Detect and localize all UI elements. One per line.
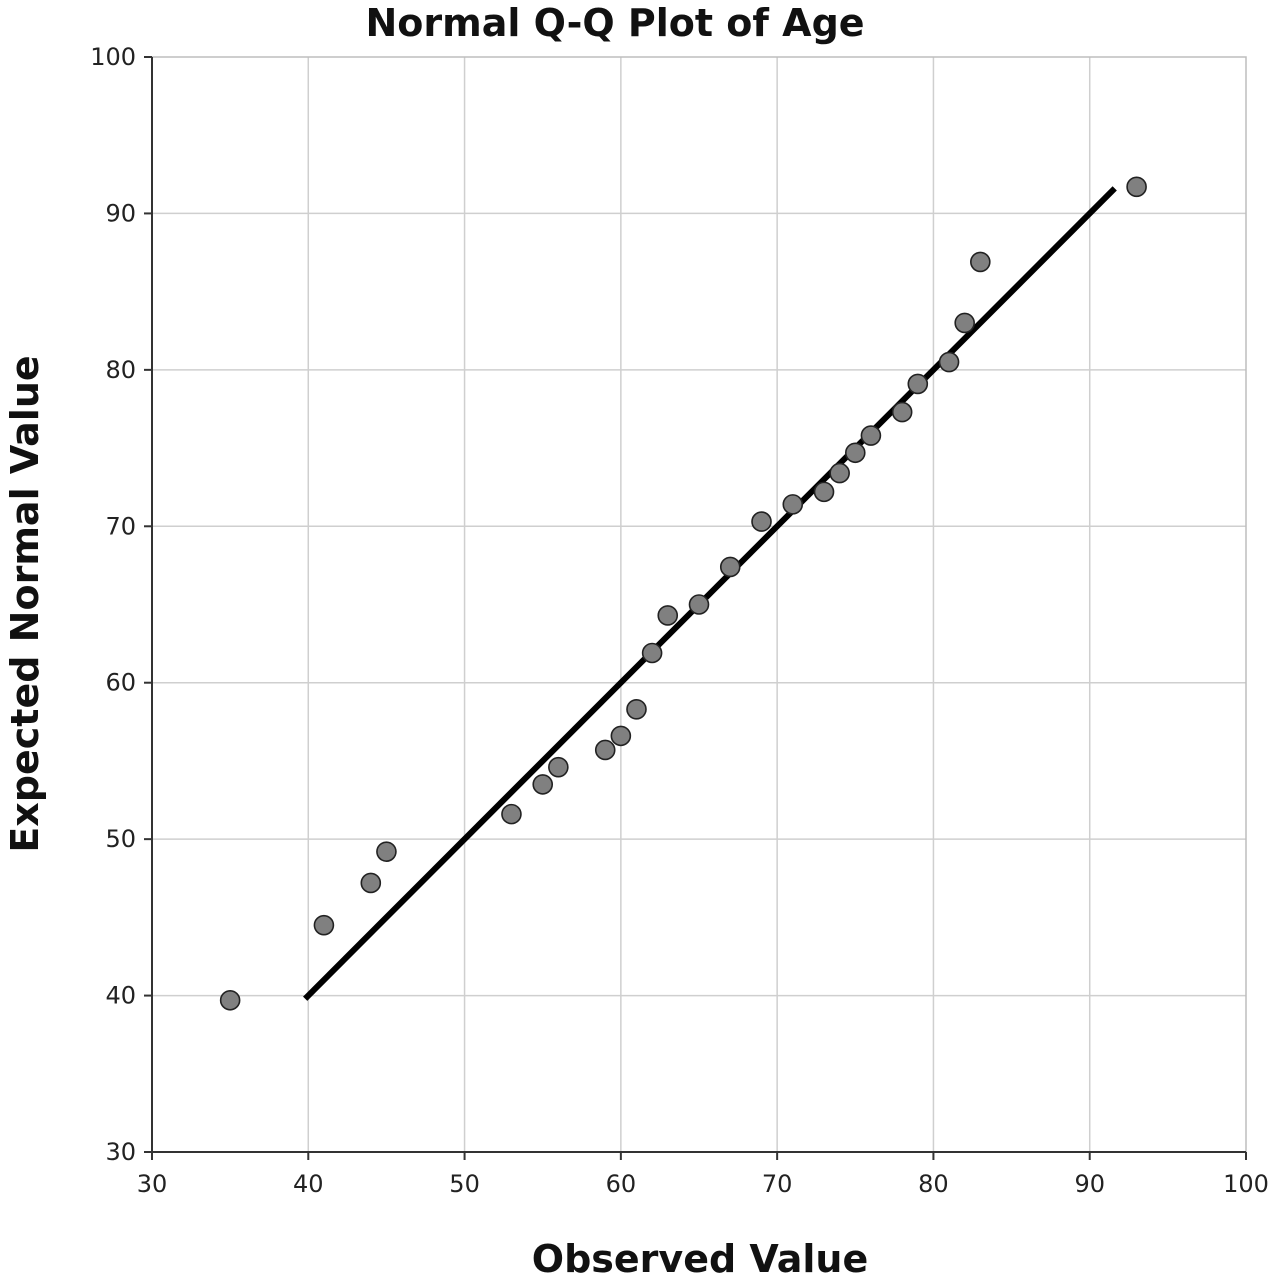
- points: [219, 176, 1147, 1011]
- data-point: [548, 756, 569, 778]
- data-point: [782, 494, 804, 515]
- y-tick-label: 100: [90, 43, 136, 71]
- data-point: [626, 699, 647, 720]
- data-point: [844, 442, 866, 464]
- x-axis-label: Observed Value: [532, 1237, 868, 1280]
- data-point: [641, 642, 663, 664]
- y-tick-label: 70: [105, 512, 136, 540]
- data-point: [657, 605, 679, 626]
- data-point: [970, 251, 991, 273]
- ticks: 30 40 50 60 70 80 90 100 30 40 50 60 70 80 90 100: [90, 43, 1269, 1198]
- data-point: [532, 774, 554, 795]
- chart-title: Normal Q-Q Plot of Age: [365, 1, 864, 45]
- data-point: [891, 401, 913, 423]
- x-tick-label: 90: [1074, 1170, 1105, 1198]
- reference-line-layer: [303, 186, 1117, 1001]
- y-tick-label: 60: [105, 669, 136, 697]
- data-point: [860, 425, 882, 446]
- data-point: [688, 594, 710, 615]
- x-tick-label: 80: [918, 1170, 949, 1198]
- y-tick-label: 40: [105, 982, 136, 1010]
- reference-line: [303, 186, 1117, 1001]
- data-point: [376, 841, 397, 862]
- y-tick-label: 30: [105, 1138, 136, 1166]
- data-point: [829, 462, 850, 484]
- data-point: [907, 373, 929, 395]
- data-point: [938, 351, 960, 373]
- data-point: [610, 725, 632, 747]
- y-tick-label: 90: [105, 199, 136, 227]
- data-point: [954, 312, 975, 334]
- y-axis-label: Expected Normal Value: [3, 355, 47, 852]
- y-tick-label: 50: [105, 825, 136, 853]
- data-point: [313, 914, 335, 936]
- data-point: [360, 872, 382, 894]
- data-point: [1126, 176, 1147, 198]
- data-point: [501, 803, 522, 825]
- x-tick-label: 100: [1223, 1170, 1269, 1198]
- x-tick-label: 60: [606, 1170, 637, 1198]
- x-tick-label: 40: [293, 1170, 324, 1198]
- x-tick-label: 70: [762, 1170, 793, 1198]
- data-point: [594, 739, 616, 761]
- grid: [152, 57, 1246, 1152]
- y-tick-label: 80: [105, 356, 136, 384]
- data-point: [751, 511, 772, 532]
- data-point: [813, 481, 835, 503]
- data-point: [219, 989, 241, 1011]
- data-point: [719, 556, 741, 578]
- x-tick-label: 30: [137, 1170, 168, 1198]
- x-tick-label: 50: [449, 1170, 480, 1198]
